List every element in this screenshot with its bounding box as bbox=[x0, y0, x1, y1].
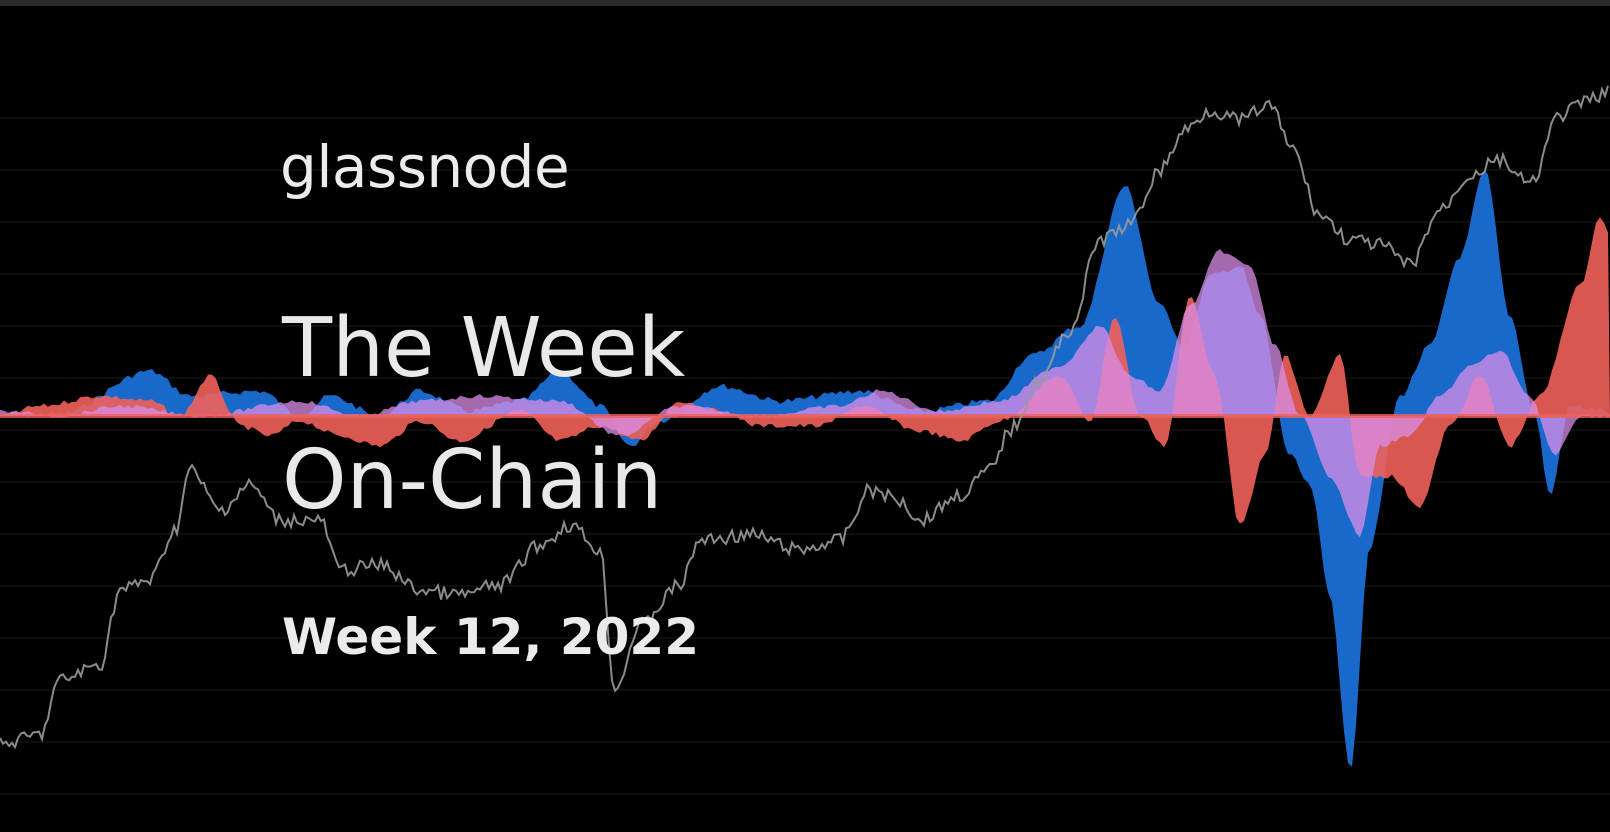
price-line bbox=[0, 85, 1609, 750]
oscillator-pink-area bbox=[0, 249, 1610, 538]
title-line-2: On-Chain bbox=[282, 433, 663, 528]
brand-logo-text: glassnode bbox=[280, 133, 570, 201]
top-border bbox=[0, 0, 1610, 6]
oscillator-red-area bbox=[0, 217, 1610, 524]
title-line-1: The Week bbox=[282, 301, 686, 396]
baseline-strip bbox=[0, 414, 1610, 418]
issue-subtitle: Week 12, 2022 bbox=[282, 608, 699, 666]
